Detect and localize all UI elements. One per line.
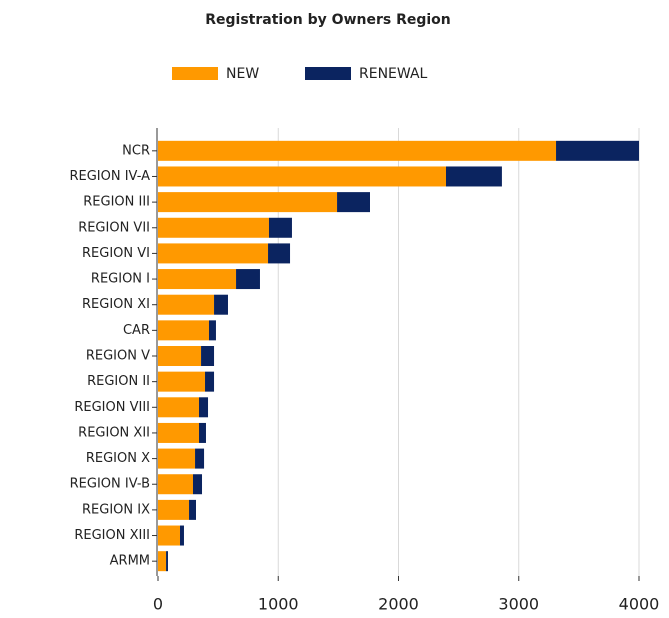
x-tick-label: 3000 — [498, 595, 539, 614]
y-tick-label: REGION I — [91, 272, 150, 287]
bar-segment — [158, 499, 190, 520]
y-tick-label: REGION III — [83, 195, 150, 210]
bar-segment — [158, 397, 200, 418]
bar-segment — [268, 243, 291, 264]
bar-segment — [158, 320, 209, 341]
bar-segment — [195, 448, 205, 469]
bar-segment — [158, 474, 193, 495]
y-tick-label: REGION X — [86, 451, 150, 466]
bar-segment — [189, 499, 196, 520]
bar-segment — [337, 192, 371, 213]
bar-segment — [166, 551, 168, 572]
y-tick-label: REGION XIII — [74, 528, 150, 543]
legend-swatch — [172, 67, 218, 80]
bar-segment — [158, 346, 202, 366]
legend-swatch — [305, 67, 351, 80]
bar-segment — [214, 294, 228, 315]
bar-segment — [158, 166, 446, 187]
bar-segment — [208, 320, 216, 341]
x-tick-label: 0 — [153, 595, 163, 614]
bar-segment — [158, 192, 338, 213]
y-tick-label: REGION VIII — [74, 400, 150, 415]
bar-segment — [158, 243, 269, 264]
bar-segment — [158, 371, 206, 392]
bar-segment — [158, 217, 269, 238]
bar-segment — [158, 422, 200, 443]
y-tick-label: REGION IV-B — [70, 477, 150, 492]
bar-segment — [158, 294, 215, 315]
y-tick-label: REGION VII — [78, 220, 150, 235]
bar-segment — [180, 525, 184, 546]
y-tick-label: REGION XII — [78, 425, 150, 440]
bar-segment — [556, 140, 639, 161]
bar-segment — [158, 140, 557, 161]
y-tick-label: REGION II — [87, 374, 150, 389]
bar-segment — [236, 269, 260, 290]
bar-segment — [199, 397, 209, 418]
y-tick-label: ARMM — [110, 554, 150, 569]
x-tick-label: 2000 — [378, 595, 419, 614]
y-tick-label: REGION V — [86, 349, 150, 364]
bar-segment — [445, 166, 502, 187]
y-tick-label: REGION VI — [82, 246, 150, 261]
legend-label: NEW — [226, 66, 259, 82]
x-tick-label: 1000 — [258, 595, 299, 614]
chart-title: Registration by Owners Region — [205, 12, 451, 28]
bar-segment — [192, 474, 203, 495]
y-tick-label: REGION IX — [82, 502, 150, 517]
bar-segment — [158, 269, 237, 290]
bar-segment — [205, 371, 215, 392]
bar-segment — [158, 551, 167, 572]
bar-segment — [158, 525, 181, 546]
y-tick-label: CAR — [123, 323, 150, 338]
y-tick-label: NCR — [122, 143, 150, 158]
legend-label: RENEWAL — [359, 66, 428, 82]
bar-segment — [268, 217, 292, 238]
y-tick-label: REGION XI — [82, 297, 150, 312]
y-tick-label: REGION IV-A — [69, 169, 150, 184]
x-tick-label: 4000 — [619, 595, 660, 614]
bar-segment — [199, 422, 206, 443]
bar-segment — [158, 448, 196, 469]
bar-segment — [201, 346, 215, 366]
